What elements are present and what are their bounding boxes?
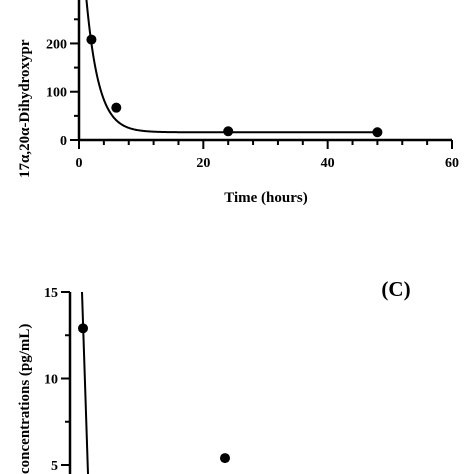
data-point xyxy=(78,323,88,334)
fit-curve-group xyxy=(85,0,377,134)
y-tick-labels: 5 10 15 xyxy=(44,286,58,474)
axes-group xyxy=(70,0,453,149)
x-tick-labels: 0 20 40 60 xyxy=(76,156,460,171)
chart-panel-top: 0 20 40 60 0 100 200 Time (hours) 17α,20α-Dih… xyxy=(17,0,459,206)
data-point xyxy=(220,453,230,464)
y-tick-label: 10 xyxy=(44,373,58,388)
axes-group xyxy=(61,291,72,474)
x-tick-label: 40 xyxy=(321,156,335,171)
x-tick-label: 60 xyxy=(445,156,459,171)
fit-curve xyxy=(81,291,89,474)
data-point xyxy=(111,102,122,113)
x-axis-title: Time (hours) xyxy=(224,190,307,206)
panel-label: (C) xyxy=(381,277,410,301)
y-axis-title: concentrations (pg/mL) xyxy=(17,324,33,474)
y-tick-label: 5 xyxy=(51,459,58,474)
data-point xyxy=(223,126,234,137)
y-axis-title: 17α,20α-Dihydroxypr xyxy=(17,39,33,178)
fit-curve xyxy=(85,0,377,134)
x-tick-label: 20 xyxy=(196,156,210,171)
chart-panel-bottom: 5 10 15 concentrations (pg/mL) (C) xyxy=(17,277,411,474)
y-tick-label: 15 xyxy=(44,286,58,301)
data-point xyxy=(86,34,97,45)
data-points-group xyxy=(78,323,230,464)
y-tick-label: 100 xyxy=(46,86,67,101)
fit-curve-group xyxy=(81,291,89,474)
y-tick-label: 0 xyxy=(60,134,67,149)
data-points-group xyxy=(86,34,383,138)
x-tick-label: 0 xyxy=(76,156,83,171)
y-tick-label: 200 xyxy=(46,37,67,52)
data-point xyxy=(372,127,383,138)
y-tick-labels: 0 100 200 xyxy=(46,37,67,149)
